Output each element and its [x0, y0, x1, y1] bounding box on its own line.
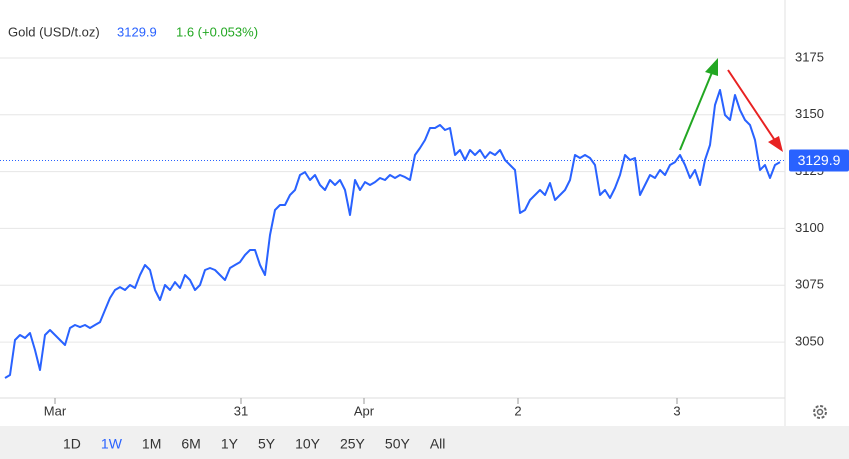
x-tick-label: 3 [673, 403, 680, 418]
range-button[interactable]: 6M [181, 436, 200, 452]
y-tick-label: 3175 [795, 49, 824, 64]
range-button[interactable]: 1M [142, 436, 161, 452]
price-badge [789, 149, 849, 172]
y-tick-label: 3050 [795, 334, 824, 349]
range-button[interactable]: 25Y [340, 436, 366, 452]
range-button[interactable]: 5Y [258, 436, 276, 452]
x-tick-label: 2 [514, 403, 521, 418]
range-button[interactable]: 10Y [295, 436, 321, 452]
settings-icon[interactable] [813, 405, 827, 419]
price-change: 1.6 (+0.053%) [176, 24, 258, 39]
range-button[interactable]: 1D [63, 436, 81, 452]
range-button[interactable]: All [430, 436, 446, 452]
range-bar [0, 426, 849, 459]
chart-title: Gold (USD/t.oz) [8, 24, 100, 39]
x-tick-label: Apr [354, 403, 375, 418]
range-button[interactable]: 50Y [385, 436, 411, 452]
range-button[interactable]: 1Y [221, 436, 239, 452]
x-tick-label: 31 [234, 403, 248, 418]
y-tick-label: 3150 [795, 106, 824, 121]
x-tick-label: Mar [44, 403, 67, 418]
price: 3129.9 [117, 24, 157, 39]
range-button[interactable]: 1W [101, 436, 123, 452]
price-line [4, 89, 781, 379]
trend-arrow-down [727, 69, 783, 152]
trend-arrow-up [679, 58, 718, 151]
y-tick-label: 3075 [795, 277, 824, 292]
y-tick-label: 3100 [795, 220, 824, 235]
price-badge-label: 3129.9 [798, 152, 841, 168]
